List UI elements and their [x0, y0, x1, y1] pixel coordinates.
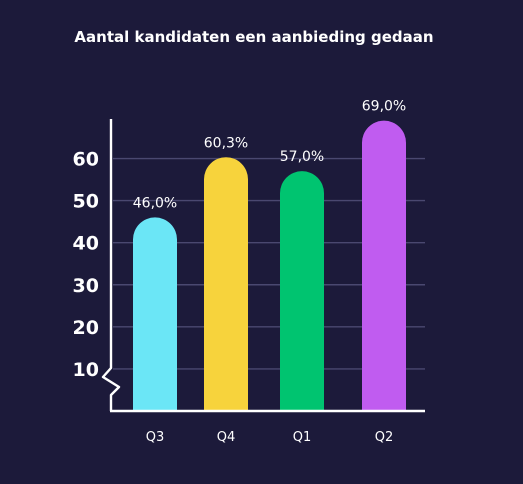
y-tick-label: 40	[73, 233, 99, 255]
bar-q4	[204, 157, 248, 411]
bars	[133, 120, 406, 411]
data-label: 60,3%	[204, 135, 248, 151]
axes: 10 20 30 40 50 60 Q3 Q4 Q1 Q2	[73, 119, 425, 445]
y-tick-label: 50	[73, 191, 99, 213]
x-tick-label: Q3	[146, 430, 165, 445]
y-tick-label: 60	[73, 149, 99, 171]
y-tick-label: 10	[73, 359, 99, 381]
bar-q1	[280, 171, 324, 411]
bar-q3	[133, 217, 177, 411]
x-tick-label: Q1	[293, 430, 312, 445]
data-label: 69,0%	[362, 99, 406, 115]
bar-q2	[362, 120, 406, 411]
x-tick-label: Q4	[217, 430, 236, 445]
data-labels: 46,0% 60,3% 57,0% 69,0%	[133, 99, 406, 212]
data-label: 46,0%	[133, 195, 177, 211]
y-tick-label: 30	[73, 275, 99, 297]
x-tick-label: Q2	[375, 430, 394, 445]
data-label: 57,0%	[280, 149, 324, 165]
y-axis	[101, 119, 121, 411]
y-tick-label: 20	[73, 317, 99, 339]
chart-title: Aantal kandidaten een aanbieding gedaan	[74, 28, 433, 46]
